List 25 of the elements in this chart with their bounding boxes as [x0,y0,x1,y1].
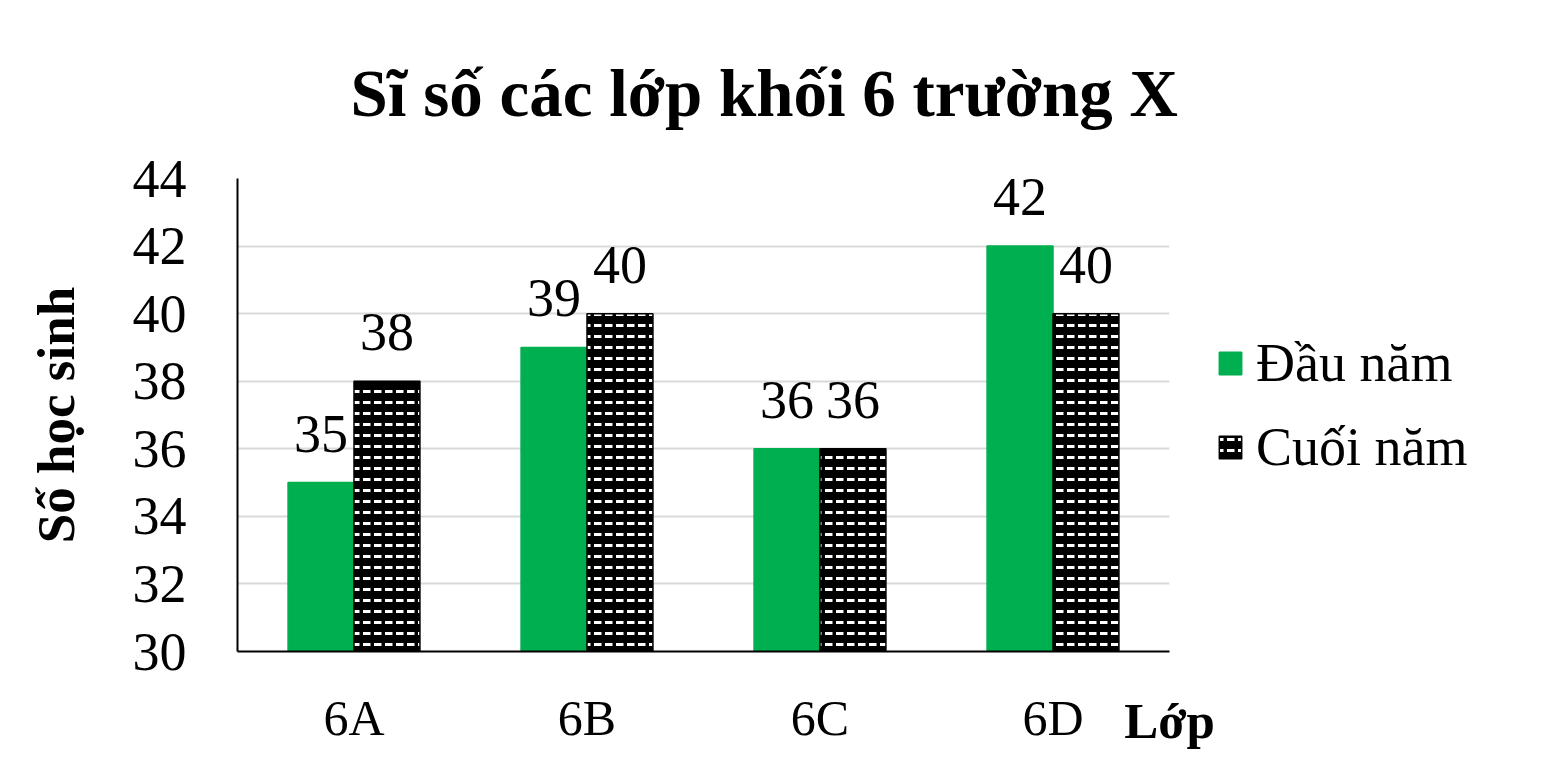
data-label: 36 [760,369,815,430]
data-label: 38 [359,302,414,363]
y-tick-label: 38 [132,351,187,412]
x-tick-label: 6D [1022,689,1084,746]
data-label: 39 [527,268,582,329]
y-tick-label: 32 [132,553,187,614]
y-tick-label: 30 [132,621,187,682]
y-tick-label: 36 [132,418,187,479]
data-label: 40 [1058,234,1113,295]
y-tick-label: 44 [132,148,187,209]
x-tick-label: 6C [790,689,850,746]
x-tick-label: 6B [557,689,617,746]
chart-title: Sĩ số các lớp khối 6 trường X [350,55,1178,130]
data-label: 35 [294,403,349,464]
legend-label: Cuối năm [1256,416,1468,478]
y-tick-label: 34 [132,486,187,547]
y-axis-title: Số học sinh [26,286,85,544]
data-label: 40 [592,234,647,295]
x-tick-label: 6A [323,689,385,746]
y-tick-label: 42 [132,216,187,277]
data-label: 42 [993,167,1048,228]
y-tick-label: 40 [132,283,187,344]
legend-label: Đầu năm [1256,332,1453,394]
data-label: 36 [825,369,880,430]
x-axis-title: Lớp [1124,692,1215,749]
